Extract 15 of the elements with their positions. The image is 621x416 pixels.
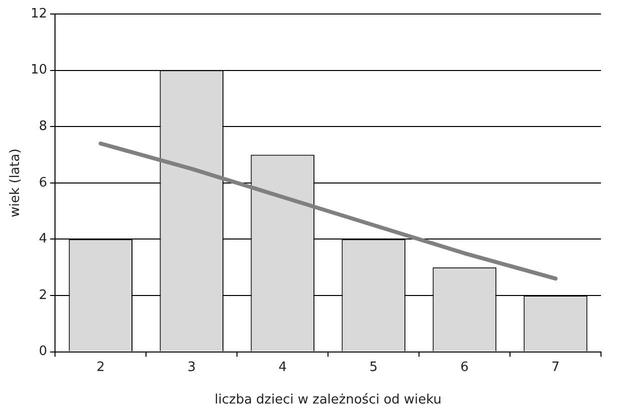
y-tick-label: 12 (30, 6, 48, 22)
x-tick-label: 4 (278, 360, 287, 375)
x-tick-label: 3 (187, 360, 196, 375)
y-tick-label: 8 (38, 118, 48, 134)
y-tick-label: 4 (38, 232, 48, 247)
x-tick-label: 2 (96, 360, 105, 375)
y-tick-label: 0 (38, 344, 48, 360)
x-tick-label: 7 (551, 360, 560, 375)
x-axis-title: liczba dzieci w zależności od wieku (214, 392, 442, 408)
y-tick-label: 6 (38, 175, 48, 190)
y-axis-title: wiek (lata) (8, 148, 24, 218)
x-tick-label: 6 (460, 360, 469, 375)
y-tick-label: 2 (38, 288, 48, 303)
x-tick-label: 5 (369, 360, 378, 375)
y-tick-label: 10 (30, 62, 48, 78)
